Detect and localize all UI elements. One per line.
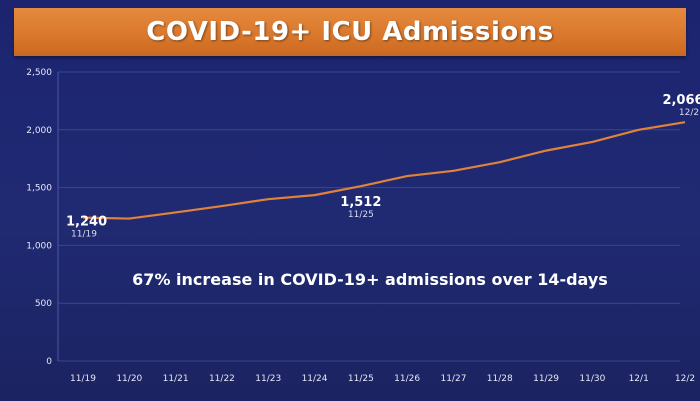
x-tick-label: 11/19 — [70, 374, 96, 384]
series-line-layer — [82, 121, 686, 220]
callout-value: 1,240 — [66, 215, 107, 230]
y-tick-label: 500 — [35, 299, 52, 309]
gridlines — [57, 71, 680, 362]
x-tick-label: 11/29 — [533, 374, 559, 384]
title-banner: COVID-19+ ICU Admissions — [14, 8, 686, 56]
chart-title: COVID-19+ ICU Admissions — [146, 17, 554, 47]
y-tick-label: 0 — [46, 357, 52, 367]
callout-date: 11/19 — [71, 230, 97, 240]
y-axis-ticks: 0 500 1,000 1,500 2,000 2,500 — [26, 68, 52, 367]
y-tick-label: 1,500 — [26, 184, 52, 194]
x-tick-label: 12/1 — [629, 374, 649, 384]
series-line — [82, 121, 686, 220]
x-tick-label: 11/24 — [302, 374, 328, 384]
x-tick-label: 11/30 — [579, 374, 605, 384]
y-tick-label: 1,000 — [26, 241, 52, 251]
x-tick-label: 11/25 — [348, 374, 374, 384]
y-tick-label: 2,500 — [26, 68, 52, 78]
callout-date: 11/25 — [348, 210, 374, 220]
x-tick-label: 11/22 — [209, 374, 235, 384]
callout-value: 2,066 — [662, 93, 700, 108]
x-axis-ticks: 11/19 11/20 11/21 11/22 11/23 11/24 11/25 11/26… — [70, 374, 695, 384]
increase-annotation: 67% increase in COVID-19+ admissions ove… — [132, 270, 608, 289]
x-tick-label: 11/26 — [394, 374, 420, 384]
callout-value: 1,512 — [340, 195, 381, 210]
x-tick-label: 11/28 — [487, 374, 513, 384]
x-tick-label: 12/2 — [675, 374, 695, 384]
x-tick-label: 11/21 — [163, 374, 189, 384]
x-tick-label: 11/23 — [255, 374, 281, 384]
x-tick-label: 11/20 — [116, 374, 142, 384]
y-tick-label: 2,000 — [26, 126, 52, 136]
x-tick-label: 11/27 — [440, 374, 466, 384]
callout-date: 12/2 — [679, 108, 699, 118]
